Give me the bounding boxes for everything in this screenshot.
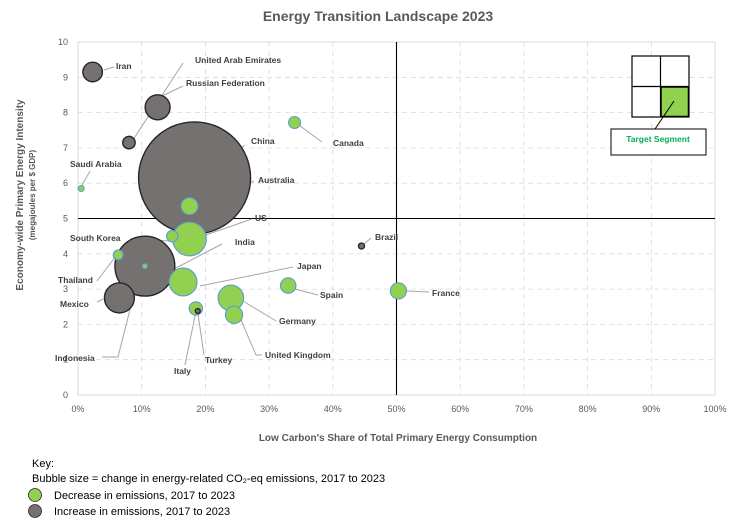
label-indonesia: Indonesia xyxy=(55,353,95,363)
bubble-china xyxy=(137,121,252,235)
label-canada: Canada xyxy=(333,138,364,148)
label-thailand: Thailand xyxy=(58,275,93,285)
label-us: US xyxy=(255,213,267,223)
chart-title: Energy Transition Landscape 2023 xyxy=(263,8,494,24)
bubble-france xyxy=(389,282,408,300)
y-tick-label: 1 xyxy=(63,355,68,365)
label-germany: Germany xyxy=(279,316,316,326)
x-tick-label: 90% xyxy=(642,404,660,414)
y-tick-label: 3 xyxy=(63,284,68,294)
y-axis-title: Economy-wide Primary Energy Intensity xyxy=(15,99,26,291)
legend-increase-swatch xyxy=(28,504,42,518)
leader-spain xyxy=(294,288,319,296)
y-tick-label: 9 xyxy=(63,72,68,82)
leader-canada xyxy=(295,122,323,143)
legend-decrease-label: Decrease in emissions, 2017 to 2023 xyxy=(54,490,235,502)
label-brazil: Brazil xyxy=(375,232,398,242)
y-tick-label: 2 xyxy=(63,319,68,329)
target-label: Target Segment xyxy=(626,134,690,144)
bubble-thailand xyxy=(112,249,124,261)
label-turkey: Turkey xyxy=(205,355,233,365)
bubble-iran xyxy=(82,61,104,83)
x-tick-label: 50% xyxy=(387,404,405,414)
x-axis-ticks: 0% 10% 20% 30% 40% 50% 60% 70% 80% 90% 100% xyxy=(71,404,726,414)
bubble-labels: Iran United Arab Emirates Russian Federati… xyxy=(55,55,460,376)
label-spain: Spain xyxy=(320,290,343,300)
target-quadrant-fill xyxy=(660,86,690,118)
label-france: France xyxy=(432,288,460,298)
bubble-south-korea xyxy=(165,229,179,243)
leader-iran xyxy=(103,66,115,71)
leader-thailand xyxy=(96,255,117,282)
label-united-arab-emirates: United Arab Emirates xyxy=(195,55,281,65)
bubble-mexico xyxy=(103,282,136,314)
bubble-russian-federation xyxy=(144,94,171,121)
x-tick-label: 20% xyxy=(196,404,214,414)
leader-italy xyxy=(184,310,197,366)
bubble-spain xyxy=(279,277,297,294)
label-mexico: Mexico xyxy=(60,299,89,309)
bubble-saudi-arabia xyxy=(77,184,85,193)
bubble-turkey xyxy=(194,307,201,315)
label-iran: Iran xyxy=(116,61,132,71)
bubble-brazil xyxy=(357,242,366,250)
y-tick-label: 6 xyxy=(63,178,68,188)
label-australia: Australia xyxy=(258,175,295,185)
target-segment-inset: Target Segment xyxy=(610,55,707,156)
bubble-united-kingdom xyxy=(224,305,244,325)
bubbles xyxy=(77,61,408,325)
label-russian-federation: Russian Federation xyxy=(186,78,265,88)
legend: Key: Bubble size = change in energy-rela… xyxy=(28,458,385,518)
x-axis-title: Low Carbon's Share of Total Primary Ener… xyxy=(259,433,537,444)
leader-saudi-arabia xyxy=(80,170,91,188)
legend-increase-label: Increase in emissions, 2017 to 2023 xyxy=(54,506,230,518)
target-pointer-line xyxy=(652,100,675,133)
x-tick-label: 30% xyxy=(260,404,278,414)
label-south-korea: South Korea xyxy=(70,233,121,243)
bubble-canada xyxy=(288,115,302,130)
target-label-box xyxy=(610,128,707,156)
label-china: China xyxy=(251,136,275,146)
leader-india xyxy=(171,243,223,271)
legend-size-note: Bubble size = change in energy-related C… xyxy=(32,473,385,485)
y-tick-label: 5 xyxy=(63,214,68,224)
legend-key-title: Key: xyxy=(32,458,54,470)
label-japan: Japan xyxy=(297,261,322,271)
y-tick-label: 10 xyxy=(58,37,68,47)
label-saudi-arabia: Saudi Arabia xyxy=(70,159,122,169)
bubble-united-arab-emirates xyxy=(122,135,136,150)
label-united-kingdom: United Kingdom xyxy=(265,350,331,360)
y-tick-label: 4 xyxy=(63,249,68,259)
bubble-japan xyxy=(168,267,198,297)
y-tick-label: 0 xyxy=(63,390,68,400)
label-india: India xyxy=(235,237,255,247)
x-tick-label: 0% xyxy=(71,404,84,414)
y-tick-label: 8 xyxy=(63,108,68,118)
leader-germany xyxy=(242,300,277,322)
label-italy: Italy xyxy=(174,366,191,376)
leader-united-kingdom xyxy=(240,319,262,356)
bubble-indonesia xyxy=(141,263,148,270)
leader-russian-federation xyxy=(159,85,184,98)
leader-mexico xyxy=(96,298,104,303)
leader-turkey xyxy=(197,313,205,356)
x-tick-label: 10% xyxy=(133,404,151,414)
x-tick-label: 70% xyxy=(515,404,533,414)
leader-france xyxy=(406,290,430,293)
y-axis-subtitle: (megajoules per $ GDP) xyxy=(28,150,37,241)
leader-us xyxy=(199,218,253,238)
x-tick-label: 40% xyxy=(324,404,342,414)
bubble-australia xyxy=(180,197,199,216)
x-tick-label: 60% xyxy=(451,404,469,414)
leader-japan xyxy=(199,266,294,287)
y-axis-ticks: 0 1 2 3 4 5 6 7 8 9 10 xyxy=(58,37,68,400)
y-tick-label: 7 xyxy=(63,143,68,153)
x-tick-label: 80% xyxy=(579,404,597,414)
x-tick-label: 100% xyxy=(703,404,726,414)
legend-decrease-swatch xyxy=(28,488,42,502)
